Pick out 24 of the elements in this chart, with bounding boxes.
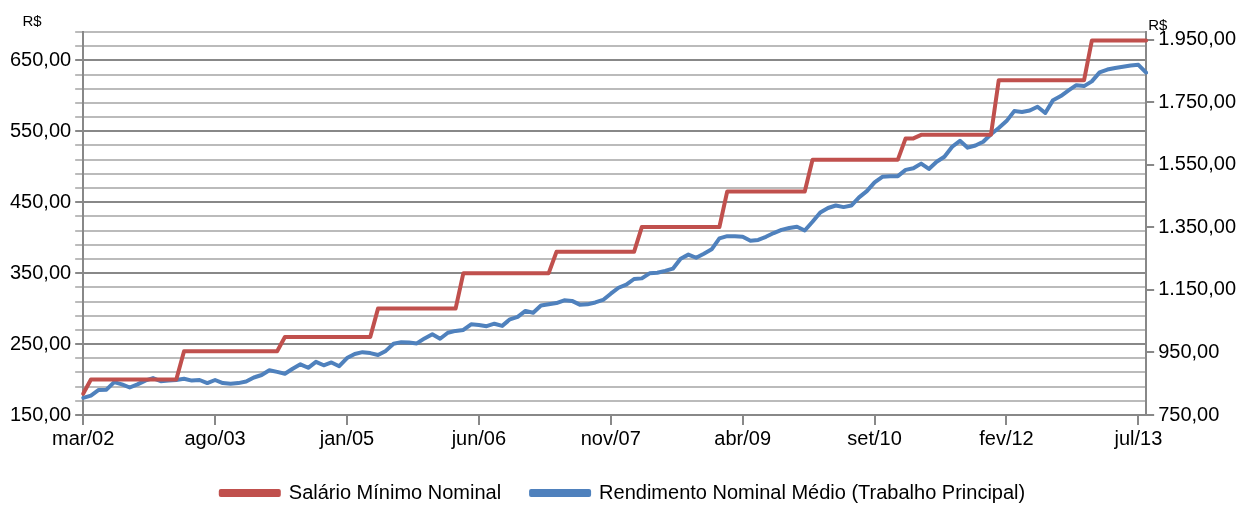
y-tick-label: 150,00 <box>10 402 72 425</box>
y2-tick-label: 1.150,00 <box>1158 277 1237 300</box>
y2-tick-label: 1.750,00 <box>1158 89 1237 112</box>
y2-tick-label: 950,00 <box>1158 339 1220 362</box>
y2-tick-label: 1.550,00 <box>1158 152 1237 175</box>
y-tick-label: 250,00 <box>10 331 72 354</box>
x-tick-label: jul/13 <box>1113 426 1163 449</box>
legend-label: Salário Mínimo Nominal <box>288 480 502 503</box>
y2-tick-label: 750,00 <box>1158 402 1220 425</box>
x-tick-label: ago/03 <box>184 426 246 449</box>
y-axis-title: R$ <box>22 12 43 29</box>
x-tick-label: fev/12 <box>979 426 1034 449</box>
x-tick-label: set/10 <box>847 426 902 449</box>
y2-tick-label: 1.350,00 <box>1158 214 1237 237</box>
y-tick-label: 650,00 <box>10 47 72 70</box>
y-tick-label: 350,00 <box>10 260 72 283</box>
legend-label: Rendimento Nominal Médio (Trabalho Principal) <box>599 480 1026 503</box>
y-tick-label: 550,00 <box>10 118 72 141</box>
x-tick-label: nov/07 <box>580 426 641 449</box>
y-tick-label: 450,00 <box>10 189 72 212</box>
x-tick-label: jan/05 <box>318 426 375 449</box>
x-tick-label: mar/02 <box>52 426 115 449</box>
x-tick-label: jun/06 <box>450 426 507 449</box>
x-tick-label: abr/09 <box>714 426 772 449</box>
